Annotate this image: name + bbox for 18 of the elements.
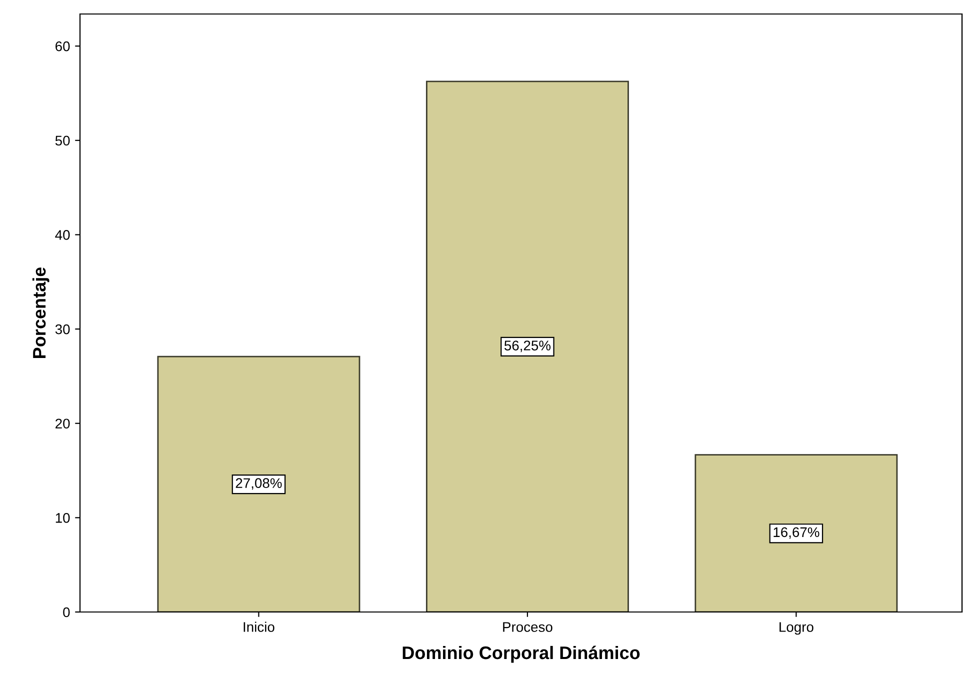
y-tick-label: 50 — [55, 136, 70, 146]
x-tick-label: Inicio — [244, 622, 274, 632]
data-label: 16,67% — [774, 527, 820, 539]
x-tick-label: Proceso — [503, 622, 552, 632]
data-label: 56,25% — [504, 340, 551, 352]
y-tick-label: 0 — [63, 607, 70, 618]
y-tick-label: 20 — [56, 418, 70, 429]
y-tick-label: 10 — [56, 513, 70, 523]
bar — [157, 356, 360, 612]
x-axis-title: Dominio Corporal Dinámico — [402, 646, 640, 663]
y-tick-label: 30 — [55, 324, 70, 334]
x-tick-label: Logro — [780, 622, 814, 635]
bar — [694, 454, 898, 612]
y-tick-label: 60 — [56, 41, 70, 52]
bar — [426, 80, 629, 612]
y-tick-label: 40 — [55, 230, 70, 240]
y-axis-title: Porcentaje — [32, 267, 50, 358]
data-label: 27,08% — [236, 478, 282, 490]
